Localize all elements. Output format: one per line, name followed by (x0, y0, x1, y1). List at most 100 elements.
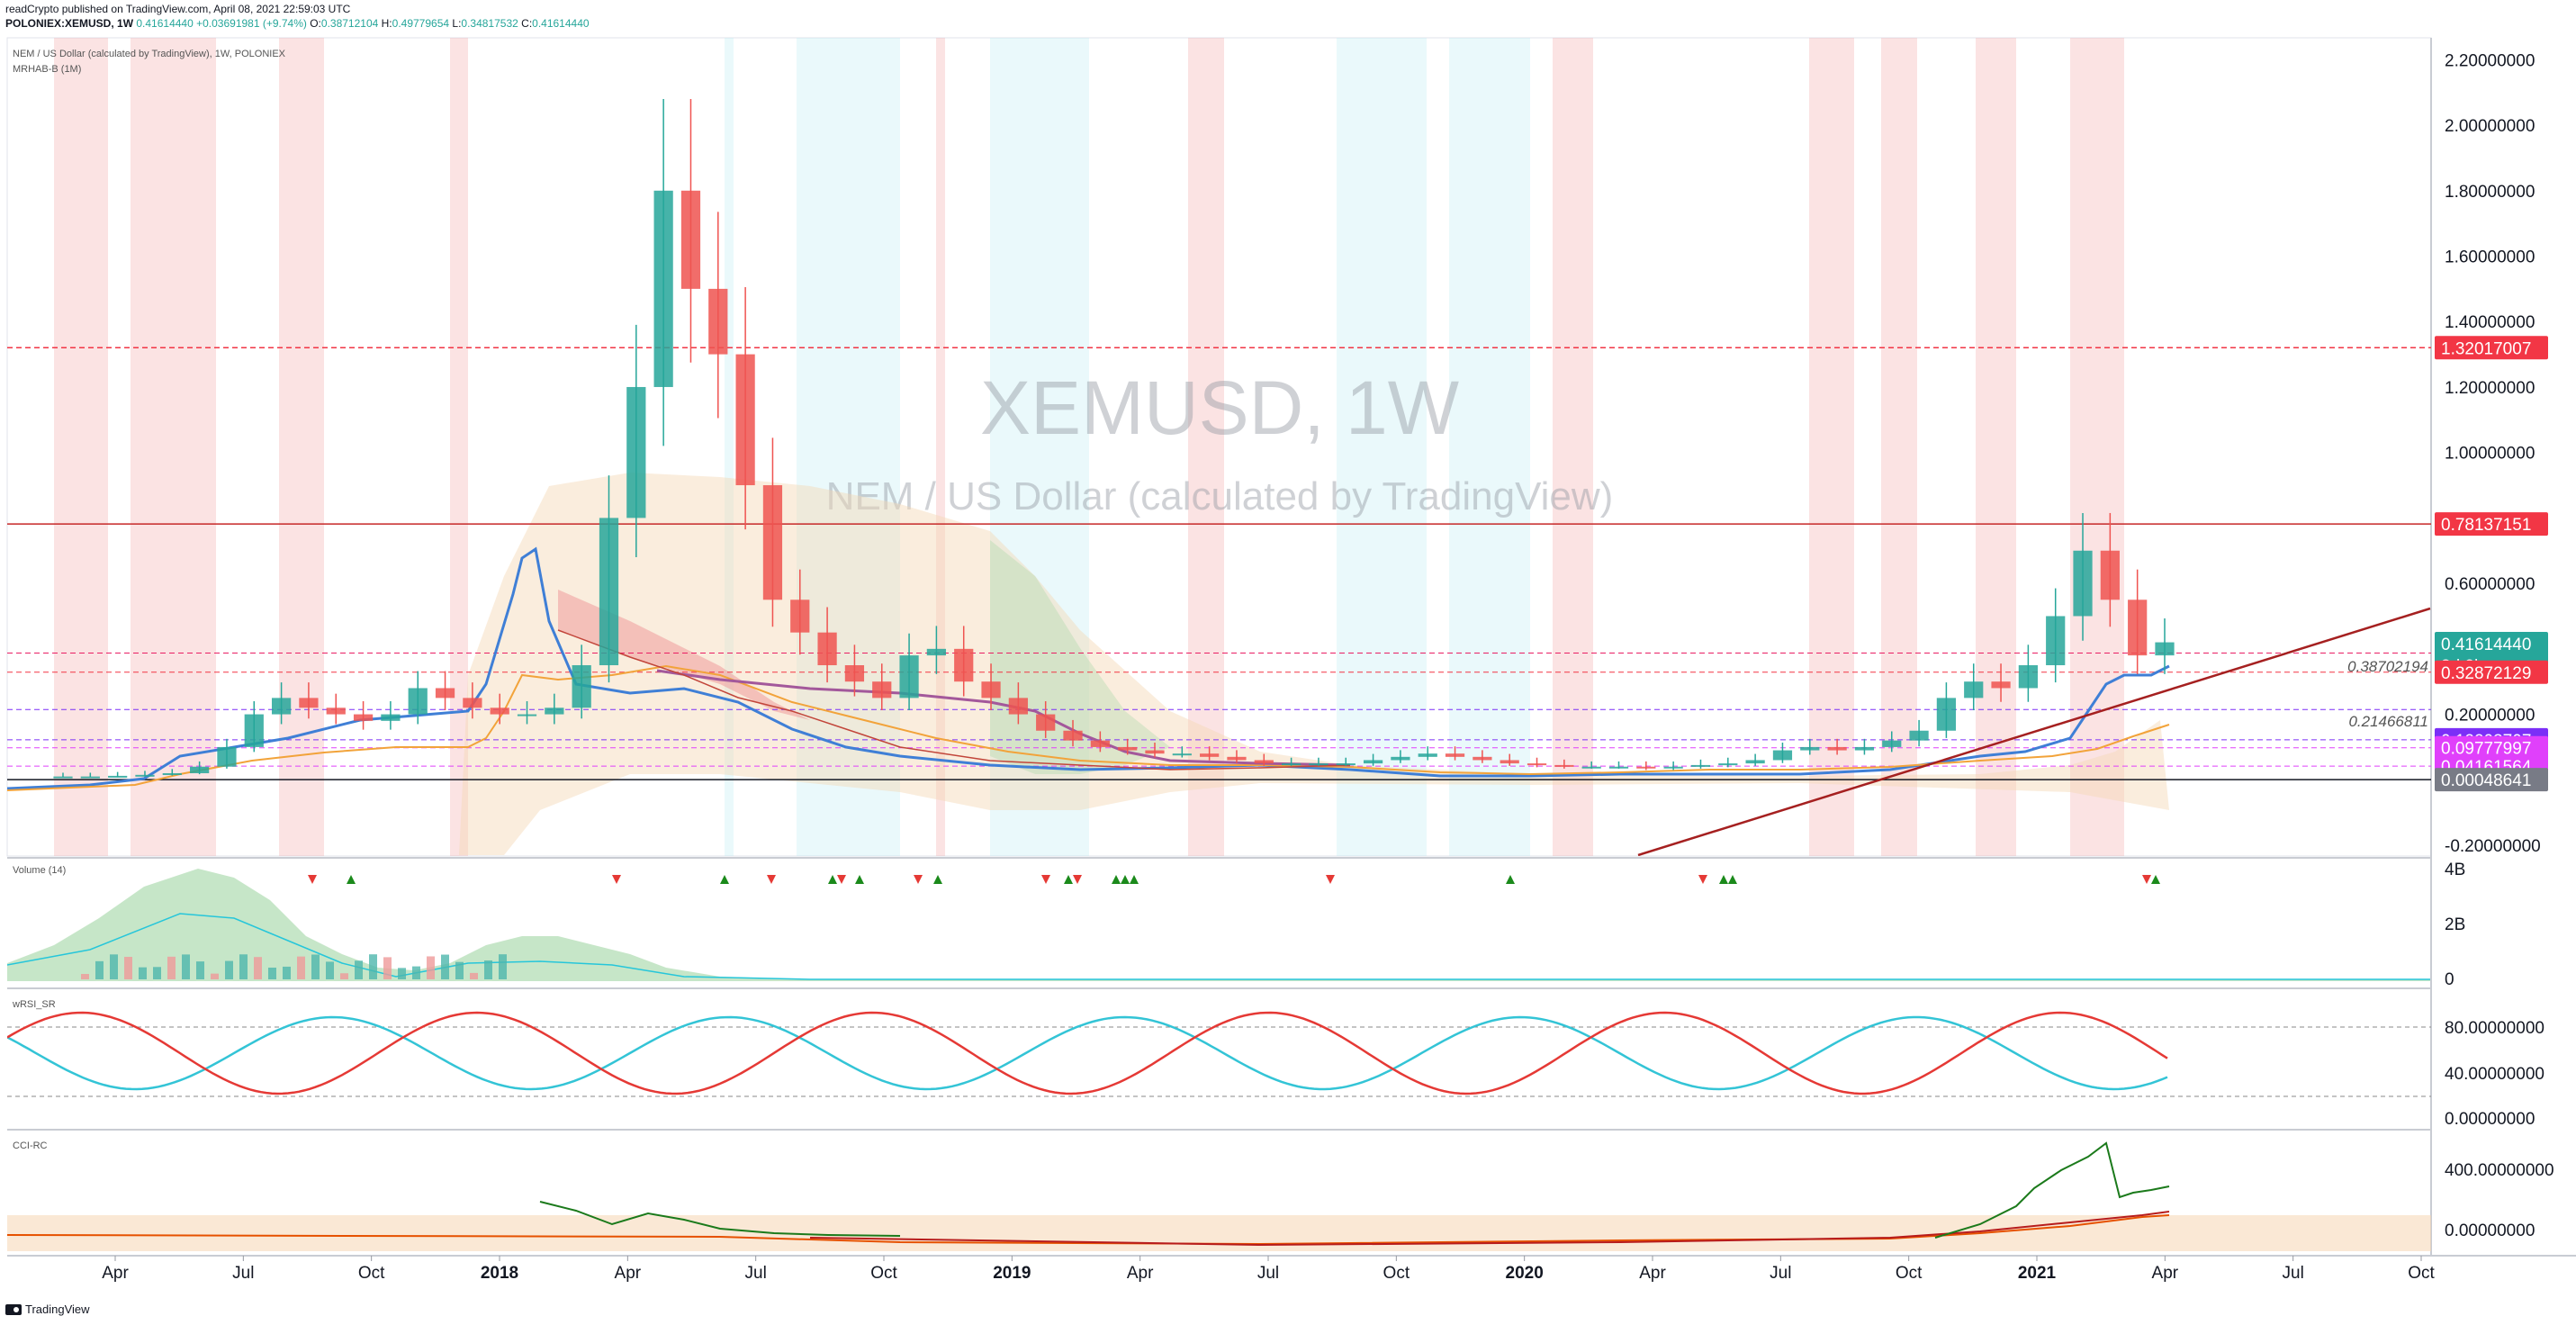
volume-bar (283, 966, 291, 979)
price-tick: 0.20000000 (2445, 707, 2535, 726)
time-axis[interactable]: Apr Jul Oct 2018 Apr Jul Oct 2019 Apr Jul Oct 2020 A… (102, 1256, 2435, 1283)
candle-body (981, 681, 1001, 699)
last-price: 0.41614440 (136, 17, 194, 30)
session-band (54, 38, 108, 856)
volume-bar (484, 960, 492, 979)
high-value: 0.49779654 (392, 17, 450, 30)
candle-body (463, 698, 482, 708)
candle-body (1772, 750, 1793, 761)
price-axis[interactable]: 2.20000000 2.00000000 1.80000000 1.60000000… (2445, 51, 2541, 856)
session-band (2070, 38, 2124, 856)
time-tick: Apr (102, 1264, 129, 1283)
cci-tick-400: 400.00000000 (2445, 1161, 2554, 1180)
time-tick: Jul (745, 1264, 767, 1283)
candle-body (408, 688, 428, 715)
candle-body (899, 655, 919, 699)
rsi-tick-0: 0.00000000 (2445, 1110, 2535, 1129)
volume-bar (311, 954, 320, 979)
time-tick: Oct (2408, 1264, 2435, 1283)
session-band (1809, 38, 1854, 856)
time-tick: Oct (358, 1264, 385, 1283)
candle-body (680, 190, 701, 289)
session-band (1337, 38, 1427, 856)
time-tick: 2018 (481, 1264, 518, 1283)
candle-body (1936, 698, 1957, 731)
price-tick: 1.80000000 (2445, 183, 2535, 202)
volume-bar (196, 961, 204, 979)
buy-marker-icon (720, 875, 729, 884)
price-tick: 0.60000000 (2445, 575, 2535, 594)
price-tag (2435, 735, 2548, 760)
moving-averages (7, 546, 2431, 856)
volume-tick-4b: 4B (2445, 861, 2465, 879)
cci-pane-title: CCI-RC (13, 1140, 48, 1151)
ohlc-line: POLONIEX:XEMUSD, 1W 0.41614440 +0.036919… (5, 17, 590, 30)
time-tick: 2019 (993, 1264, 1031, 1283)
candle-body (244, 714, 264, 747)
volume-bar (441, 954, 449, 979)
volume-bar (95, 960, 104, 979)
buy-marker-icon (2151, 875, 2160, 884)
session-band (1976, 38, 2016, 856)
volume-pane (7, 869, 2430, 981)
tradingview-logo[interactable]: TradingView (5, 1302, 90, 1316)
candle-body (817, 632, 837, 666)
time-tick: Apr (1127, 1264, 1154, 1283)
price-tag (2435, 768, 2548, 792)
session-band (1881, 38, 1917, 856)
price-candles (53, 98, 2175, 779)
candle-body (1254, 760, 1274, 764)
session-band (1449, 38, 1530, 856)
session-band (725, 38, 734, 856)
candle-body (1008, 698, 1028, 715)
candle-body (1991, 681, 2011, 689)
candle-body (599, 518, 619, 666)
session-band (1188, 38, 1224, 856)
cloud-area (459, 473, 2169, 855)
sell-marker-icon (612, 875, 621, 884)
rsi-tick-80: 80.00000000 (2445, 1019, 2544, 1038)
candle-body (1118, 746, 1138, 751)
price-tick: 1.40000000 (2445, 313, 2535, 332)
session-band (936, 38, 945, 856)
price-tick: 1.60000000 (2445, 248, 2535, 267)
candle-body (217, 746, 237, 767)
candle-body (735, 354, 755, 486)
candle-body (1309, 763, 1329, 766)
candle-body (1882, 740, 1902, 747)
cci-tick-0: 0.00000000 (2445, 1221, 2535, 1240)
candle-body (872, 681, 892, 699)
sell-marker-icon (837, 875, 846, 884)
candle-body (1391, 756, 1410, 761)
open-label: O: (310, 17, 321, 30)
sell-marker-icon (2142, 875, 2151, 884)
buy-marker-icon (1112, 875, 1121, 884)
buy-marker-icon (1121, 875, 1130, 884)
candle-body (2128, 599, 2148, 656)
volume-tick-0: 0 (2445, 970, 2454, 989)
symbol-label: POLONIEX:XEMUSD, 1W (5, 17, 134, 30)
rsi-pane-title: wRSI_SR (12, 999, 56, 1010)
candle-body (762, 485, 783, 600)
volume-bar (254, 957, 262, 979)
volume-axis: 4B 2B 0 (2445, 861, 2465, 989)
buy-marker-icon (855, 875, 864, 884)
candle-body (1909, 730, 1929, 741)
volume-bar (211, 973, 219, 979)
tradingview-brand: TradingView (25, 1302, 90, 1316)
candle-body (653, 190, 673, 387)
volume-bar (239, 954, 248, 979)
candle-body (353, 714, 374, 721)
candle-body (490, 708, 509, 715)
time-tick: Apr (615, 1264, 642, 1283)
candle-body (162, 773, 182, 776)
candle-body (517, 714, 537, 717)
volume-bar (139, 967, 147, 979)
volume-bar (398, 968, 406, 979)
volume-bar (499, 954, 507, 979)
price-tag-value: 0.32872129 (2441, 664, 2531, 683)
rsi-pane (7, 1011, 2431, 1097)
session-band (279, 38, 324, 856)
